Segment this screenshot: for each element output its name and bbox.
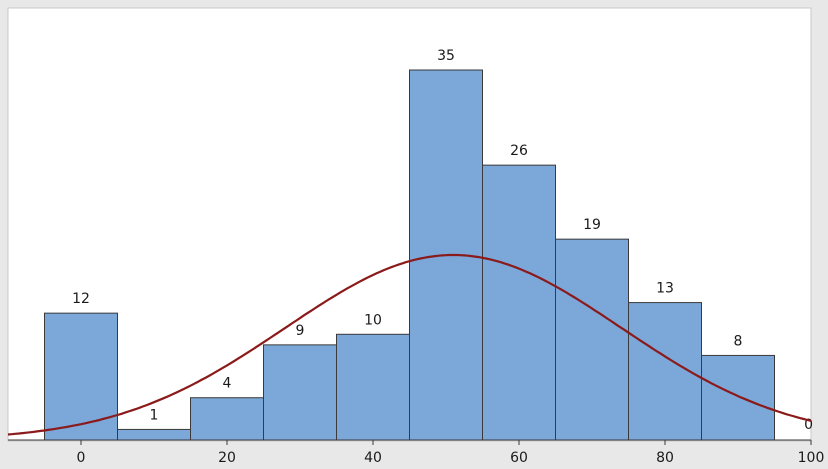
data-label-60: 26 — [510, 143, 528, 159]
normal-fit-curve — [7, 253, 812, 436]
bar-70 — [555, 238, 629, 441]
data-label-90: 8 — [734, 333, 743, 349]
x-tick-label-100: 100 — [798, 450, 825, 466]
bar-90 — [701, 354, 775, 441]
data-label-70: 19 — [583, 217, 601, 233]
data-label-20: 4 — [223, 376, 232, 392]
bar-60 — [482, 164, 556, 441]
x-tick-label-80: 80 — [656, 450, 674, 466]
bar-40 — [336, 333, 410, 441]
bar-0 — [44, 312, 118, 441]
x-tick-label-60: 60 — [510, 450, 528, 466]
x-tick-label-0: 0 — [77, 450, 86, 466]
data-label-80: 13 — [656, 281, 674, 297]
data-labels-group: 12 1 4 9 10 35 26 19 13 8 0 — [72, 48, 813, 433]
x-tick-label-40: 40 — [364, 450, 382, 466]
x-axis-ticks: 0 20 40 60 80 100 — [77, 440, 825, 466]
data-label-100: 0 — [804, 417, 813, 433]
data-label-30: 9 — [296, 323, 305, 339]
data-label-50: 35 — [437, 48, 455, 64]
bar-30 — [263, 344, 337, 441]
bar-20 — [190, 397, 264, 441]
data-label-0: 12 — [72, 291, 90, 307]
bar-10 — [117, 428, 191, 441]
x-tick-label-20: 20 — [218, 450, 236, 466]
data-label-10: 1 — [150, 407, 159, 423]
data-label-40: 10 — [364, 312, 382, 328]
